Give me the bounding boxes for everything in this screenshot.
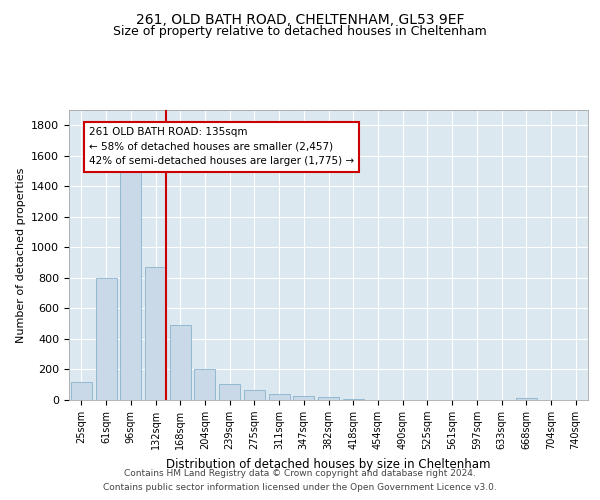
Bar xyxy=(145,267,166,400)
Text: 261, OLD BATH ROAD, CHELTENHAM, GL53 9EF: 261, OLD BATH ROAD, CHELTENHAM, GL53 9EF xyxy=(136,12,464,26)
Bar xyxy=(170,325,191,400)
Bar xyxy=(318,396,339,400)
Bar xyxy=(219,384,240,400)
Y-axis label: Number of detached properties: Number of detached properties xyxy=(16,168,26,342)
Bar xyxy=(516,398,537,400)
Text: Contains public sector information licensed under the Open Government Licence v3: Contains public sector information licen… xyxy=(103,484,497,492)
Bar xyxy=(244,390,265,400)
X-axis label: Distribution of detached houses by size in Cheltenham: Distribution of detached houses by size … xyxy=(166,458,491,470)
Bar xyxy=(194,368,215,400)
Bar xyxy=(293,396,314,400)
Bar xyxy=(343,399,364,400)
Bar xyxy=(71,382,92,400)
Text: Contains HM Land Registry data © Crown copyright and database right 2024.: Contains HM Land Registry data © Crown c… xyxy=(124,468,476,477)
Text: 261 OLD BATH ROAD: 135sqm
← 58% of detached houses are smaller (2,457)
42% of se: 261 OLD BATH ROAD: 135sqm ← 58% of detac… xyxy=(89,127,354,166)
Bar xyxy=(95,278,116,400)
Bar xyxy=(120,165,141,400)
Bar xyxy=(269,394,290,400)
Text: Size of property relative to detached houses in Cheltenham: Size of property relative to detached ho… xyxy=(113,25,487,38)
